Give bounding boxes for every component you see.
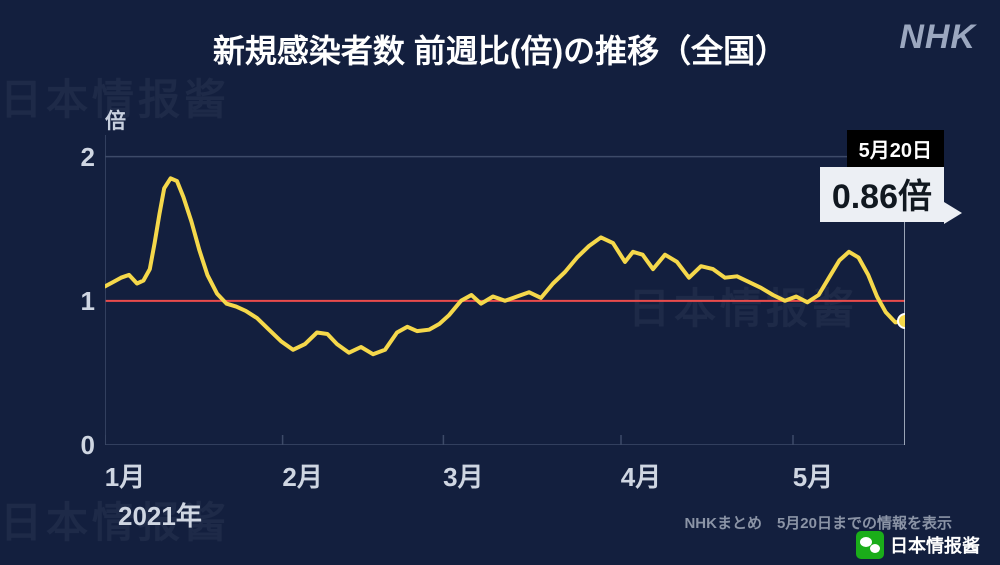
x-tick-label: 2月 [273,457,333,494]
x-tick-label: 4月 [611,457,671,494]
callout-date: 5月20日 [847,130,944,167]
footer-note: NHKまとめ 5月20日までの情報を表示 [684,512,952,533]
y-tick-label: 1 [65,286,95,317]
y-tick-label: 2 [65,142,95,173]
callout-value: 0.86倍 [820,167,944,222]
wechat-label: 日本情报酱 [890,532,980,558]
chart-title: 新規感染者数 前週比(倍)の推移（全国） [213,26,787,72]
x-tick-label: 3月 [433,457,493,494]
year-label: 2021年 [118,496,202,533]
nhk-logo: NHK [899,18,976,57]
y-tick-label: 0 [65,430,95,461]
value-callout: 5月20日 0.86倍 [820,130,944,222]
line-chart-svg [105,135,905,445]
callout-arrow-icon [944,202,962,224]
wechat-tag: 日本情报酱 [856,531,980,559]
chart-area [105,135,905,445]
y-axis-unit-label: 倍 [105,105,126,135]
x-tick-label: 5月 [783,457,843,494]
wechat-icon [856,531,884,559]
x-tick-label: 1月 [95,457,155,494]
